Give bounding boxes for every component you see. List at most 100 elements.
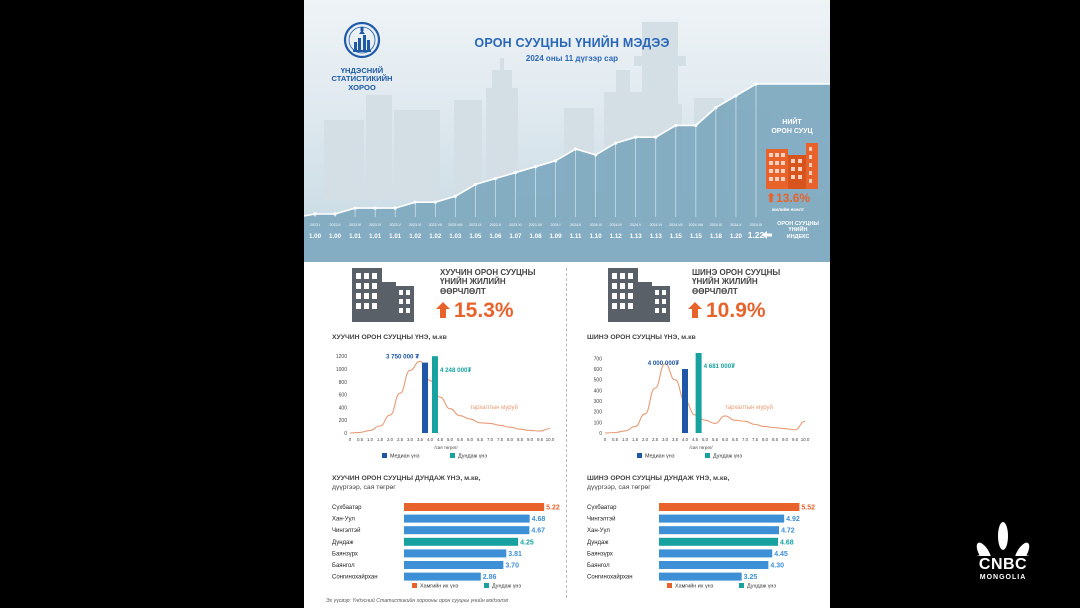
index-value-label: 1.00	[329, 233, 342, 240]
index-value-label: 1.05	[469, 233, 482, 240]
index-point	[654, 135, 658, 139]
index-value-label: 1.09	[550, 233, 563, 240]
x-tick-label: 9.0	[527, 437, 534, 442]
total-housing-label: НИЙТ ОРОН СУУЦ	[758, 119, 826, 136]
x-tick-label: 1.0	[622, 437, 629, 442]
x-tick-label: 6.5	[732, 437, 739, 442]
y-tick-label: 1200	[336, 354, 347, 360]
index-period-label: 2023.VIII	[448, 223, 462, 227]
x-tick-label: 6.0	[467, 437, 474, 442]
legend-avg-swatch	[739, 583, 744, 588]
mean-label: 4 248 000₮	[440, 367, 472, 374]
legend-mean-swatch	[450, 453, 455, 458]
x-tick-label: 9.0	[782, 437, 789, 442]
new-title-line-3: ӨӨРЧЛӨЛТ	[692, 286, 738, 296]
x-tick-label: 4.0	[427, 437, 434, 442]
x-tick-label: 7.5	[497, 437, 504, 442]
district-value-label: 4.30	[770, 563, 784, 570]
district-value-label: 4.68	[532, 516, 546, 523]
district-bar	[659, 526, 780, 535]
x-tick-label: 2.5	[397, 437, 404, 442]
x-tick-label: 2.5	[652, 437, 659, 442]
legend-max-swatch	[667, 583, 672, 588]
distribution-curve	[349, 360, 551, 434]
x-tick-label: 9.5	[537, 437, 544, 442]
legend-avg-label: Дундаж үнэ	[492, 584, 521, 590]
x-tick-label: 4.0	[682, 437, 689, 442]
x-tick-label: 4.5	[437, 437, 444, 442]
new-bars-title: ШИНЭ ОРОН СУУЦНЫ ДУНДАЖ ҮНЭ, м.кв, дүүрг…	[587, 474, 729, 492]
old-bars-title-line-1: ХУУЧИН ОРОН СУУЦНЫ ДУНДАЖ ҮНЭ, м.кв,	[332, 475, 481, 482]
y-tick-label: 0	[599, 431, 602, 437]
y-tick-label: 700	[594, 356, 603, 362]
old-up-arrow-icon	[436, 302, 450, 318]
district-value-label: 5.52	[801, 505, 815, 512]
curve-label: тархалтын муруй	[725, 404, 773, 411]
x-tick-label: 1.0	[367, 437, 374, 442]
old-panel-title: ХУУЧИН ОРОН СУУЦНЫ ҮНИЙН ЖИЛИЙН ӨӨРЧЛӨЛТ	[440, 268, 535, 296]
x-tick-label: 0.5	[357, 437, 364, 442]
index-value-label: 1.02	[409, 233, 422, 240]
y-tick-label: 600	[339, 393, 348, 399]
index-value-label: 1.08	[529, 233, 542, 240]
index-value-label: 1.01	[349, 233, 362, 240]
mean-label: 4 681 000₮	[704, 363, 736, 370]
new-up-arrow-icon	[688, 302, 702, 318]
x-tick-label: 8.0	[762, 437, 769, 442]
x-tick-label: 3.5	[417, 437, 424, 442]
nso-logo: ҮНДЭСНИЙ СТАТИСТИКИЙН ХОРОО	[316, 20, 408, 92]
x-tick-label: 5.0	[447, 437, 454, 442]
legend-max-label: Хамгийн их үнэ	[675, 583, 714, 590]
district-value-label: 4.72	[781, 528, 795, 535]
median-bar	[682, 369, 688, 433]
district-label: Дундаж	[587, 540, 608, 546]
x-tick-label: 8.0	[507, 437, 514, 442]
peacock-icon	[975, 522, 1031, 571]
index-point	[453, 194, 457, 198]
index-period-label: 2024.V	[630, 223, 642, 227]
old-title-line-3: ӨӨРЧЛӨЛТ	[440, 286, 486, 296]
index-value-label: 1.03	[449, 233, 462, 240]
curve-label: тархалтын муруй	[470, 404, 518, 411]
old-bars-title: ХУУЧИН ОРОН СУУЦНЫ ДУНДАЖ ҮНЭ, м.кв, дүү…	[332, 474, 480, 492]
index-point	[513, 171, 518, 175]
legend-mean-label: Дундаж үнэ	[458, 454, 487, 460]
x-tick-label: 6.0	[722, 437, 729, 442]
x-tick-label: 3.0	[407, 437, 414, 442]
district-label: Чингэлтэй	[587, 516, 615, 523]
district-value-label: 4.92	[786, 516, 800, 523]
index-period-label: 2023.X	[490, 223, 502, 227]
district-label: Сүхбаатар	[587, 505, 617, 511]
district-value-label: 4.25	[520, 539, 534, 546]
index-value-label: 1.01	[369, 233, 382, 240]
district-label: Баянзүрх	[587, 551, 613, 557]
legend-median-label: Медиан үнэ	[390, 454, 420, 460]
district-bar	[404, 572, 481, 581]
district-value-label: 3.81	[508, 551, 522, 558]
index-point	[754, 82, 758, 86]
old-title-line-2: ҮНИЙН ЖИЛИЙН	[440, 277, 506, 287]
old-distribution-chart: 0 200 400 600 800 1000 1200 0 0.5 1.0 1.5 2.0 2.5 3.0…	[336, 354, 555, 460]
district-bar	[404, 514, 530, 523]
x-tick-label: 8.5	[517, 437, 524, 442]
median-bar	[422, 362, 428, 433]
y-tick-label: 600	[594, 367, 603, 373]
index-value-label: 1.06	[489, 233, 502, 240]
x-tick-label: 7.5	[752, 437, 759, 442]
x-tick-label: 9.5	[792, 437, 799, 442]
old-building-icon	[352, 268, 414, 322]
index-banner: 2023.I 1.00 2023.II 1.00 2023.III 1.01 2023.IV…	[304, 0, 830, 262]
index-period-label: 2024.XI	[750, 223, 762, 227]
apartment-building-icon	[766, 143, 818, 189]
legend-median-swatch	[637, 453, 642, 458]
x-axis-unit: /сая төгрөг/	[689, 445, 713, 450]
district-value-label: 5.22	[546, 505, 560, 512]
index-point	[333, 212, 337, 216]
index-period-label: 2024.I	[551, 223, 561, 227]
district-bar	[659, 514, 785, 523]
legend-median-label: Медиан үнэ	[645, 454, 675, 460]
index-period-label: 2023.V	[389, 223, 401, 227]
x-tick-label: 1.5	[377, 437, 384, 442]
district-label: Чингэлтэй	[332, 527, 360, 534]
index-point	[734, 94, 738, 98]
